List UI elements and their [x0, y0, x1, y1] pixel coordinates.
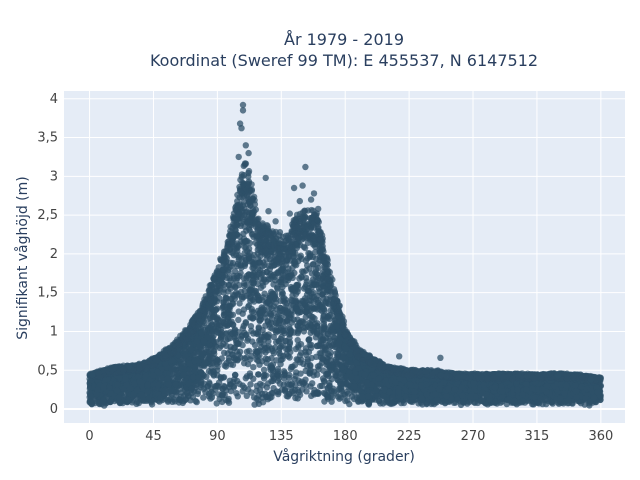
data-point — [314, 299, 322, 306]
data-point — [239, 341, 246, 349]
data-point — [274, 377, 281, 384]
data-point — [306, 265, 313, 272]
data-point — [241, 223, 248, 230]
data-point — [334, 376, 341, 384]
data-point — [296, 352, 304, 359]
data-point — [335, 346, 343, 354]
chart-title-line1: År 1979 - 2019 — [284, 30, 404, 49]
data-point — [303, 388, 310, 395]
data-point — [253, 395, 260, 402]
data-point — [177, 393, 185, 400]
data-point — [284, 353, 292, 360]
data-point — [268, 355, 275, 362]
data-point — [272, 277, 279, 284]
data-point — [308, 392, 315, 400]
data-point — [250, 364, 257, 371]
data-point — [303, 281, 310, 288]
data-point — [316, 362, 323, 369]
data-point — [337, 394, 344, 401]
data-point — [242, 375, 249, 382]
data-point — [260, 366, 268, 373]
data-point — [277, 360, 284, 368]
data-point — [221, 349, 228, 356]
data-point — [295, 389, 302, 396]
data-point — [213, 400, 220, 407]
data-point — [222, 363, 230, 370]
data-point — [309, 380, 316, 387]
data-point — [297, 252, 304, 259]
data-point — [274, 285, 281, 292]
data-point — [216, 344, 223, 352]
data-point — [276, 344, 284, 351]
data-point — [321, 307, 328, 315]
data-point — [235, 316, 242, 324]
data-point — [255, 324, 262, 331]
data-point — [310, 261, 317, 268]
data-point — [235, 256, 242, 264]
data-point — [300, 380, 307, 387]
data-point — [318, 337, 325, 344]
data-point — [264, 380, 272, 387]
data-point — [200, 394, 207, 401]
data-point — [273, 338, 280, 346]
data-point — [247, 381, 254, 388]
data-point — [302, 367, 309, 375]
data-point — [274, 370, 282, 377]
data-point — [307, 367, 314, 374]
data-point — [263, 359, 270, 367]
data-point — [192, 363, 199, 371]
data-point — [320, 367, 327, 374]
data-point — [237, 288, 245, 296]
data-point — [304, 356, 311, 363]
data-point — [268, 364, 275, 371]
data-point — [291, 361, 299, 369]
data-point — [320, 377, 328, 384]
data-point — [299, 268, 306, 275]
data-point — [222, 396, 230, 404]
data-point — [236, 300, 243, 307]
data-point — [223, 342, 230, 350]
data-point — [246, 370, 254, 377]
data-point — [283, 392, 290, 400]
data-point — [250, 314, 257, 322]
chart-title-line2: Koordinat (Sweref 99 TM): E 455537, N 61… — [150, 51, 538, 70]
data-points — [86, 101, 605, 409]
data-point — [249, 338, 256, 345]
data-point — [229, 361, 237, 369]
data-point — [301, 244, 309, 252]
data-point — [231, 292, 238, 299]
